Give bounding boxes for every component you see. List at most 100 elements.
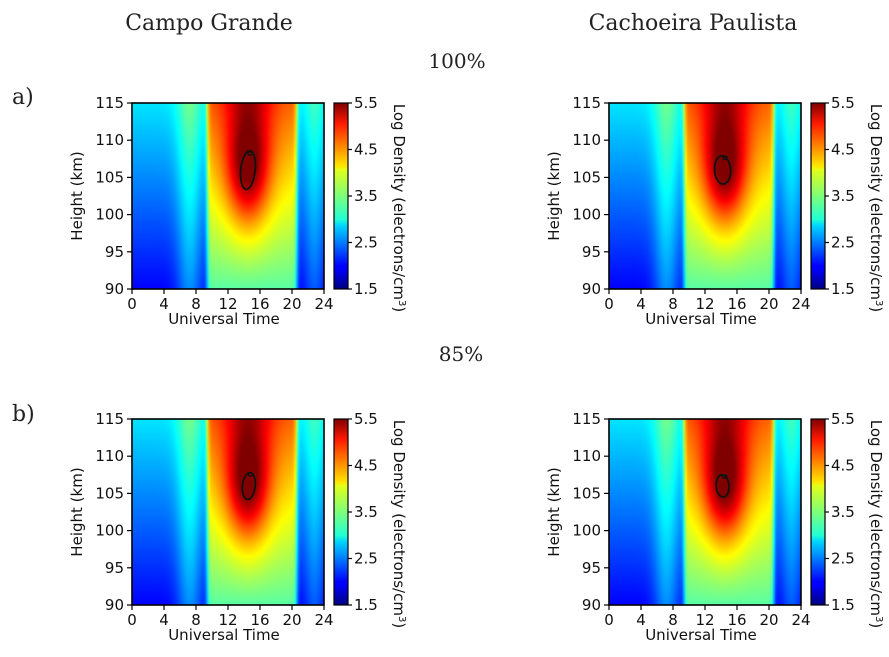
- colorbar-tick-label: 2.5: [831, 234, 855, 252]
- x-tick-label: 4: [159, 611, 169, 629]
- x-tick-label: 0: [604, 295, 614, 313]
- colorbar-tick-label: 5.5: [831, 410, 855, 428]
- colorbar-tick-label: 2.5: [354, 234, 378, 252]
- y-tick-label: 105: [572, 168, 601, 186]
- colorbar-tick-label: 1.5: [354, 596, 378, 614]
- x-tick-label: 16: [250, 295, 269, 313]
- colorbar-tick-label: 2.5: [354, 550, 378, 568]
- colorbar: [333, 418, 349, 606]
- colorbar-tick-label: 4.5: [354, 141, 378, 159]
- colorbar-tick-label: 5.5: [354, 94, 378, 112]
- heatmap-image: [609, 419, 801, 605]
- x-axis-label: Universal Time: [645, 310, 757, 328]
- y-tick-label: 110: [95, 447, 124, 465]
- x-tick-label: 8: [191, 611, 201, 629]
- y-tick-label: 110: [572, 131, 601, 149]
- panel-3: 0 4 8 12 16 20 24 90 95 100 105 110 115 Universal Tim…: [68, 410, 408, 644]
- y-tick-label: 115: [95, 410, 124, 428]
- heatmap-image: [132, 419, 324, 605]
- y-axis-label: Height (km): [545, 151, 563, 240]
- colorbar-tick-label: 3.5: [831, 187, 855, 205]
- x-tick-label: 16: [727, 295, 746, 313]
- colorbar-label: Log Density (electrons/cm3): [390, 104, 408, 312]
- colorbar: [810, 102, 826, 290]
- heatmap-image: [132, 103, 324, 289]
- x-tick-label: 4: [636, 611, 646, 629]
- y-tick-label: 95: [582, 243, 601, 261]
- x-tick-label: 16: [250, 611, 269, 629]
- colorbar: [810, 418, 826, 606]
- y-tick-label: 115: [95, 94, 124, 112]
- contour-small-loop: [722, 155, 728, 161]
- y-tick-label: 115: [572, 410, 601, 428]
- y-axis-label: Height (km): [68, 151, 86, 240]
- colorbar-tick-label: 2.5: [831, 550, 855, 568]
- x-tick-label: 20: [759, 295, 778, 313]
- x-tick-label: 12: [695, 611, 714, 629]
- colorbar-tick-label: 5.5: [831, 94, 855, 112]
- x-tick-label: 12: [695, 295, 714, 313]
- colorbar-tick-label: 5.5: [354, 410, 378, 428]
- y-tick-label: 90: [105, 280, 124, 298]
- y-tick-label: 110: [572, 447, 601, 465]
- x-tick-label: 24: [314, 295, 333, 313]
- row-title-100: 100%: [428, 49, 485, 73]
- colorbar: [333, 102, 349, 290]
- x-tick-label: 4: [636, 295, 646, 313]
- x-tick-label: 0: [604, 611, 614, 629]
- colorbar-tick-label: 1.5: [831, 596, 855, 614]
- column-title-cachoeira-paulista: Cachoeira Paulista: [589, 11, 798, 36]
- contour-small-loop: [721, 474, 728, 479]
- x-tick-label: 20: [282, 295, 301, 313]
- heatmap-image: [609, 103, 801, 289]
- x-tick-label: 4: [159, 295, 169, 313]
- colorbar-tick-label: 4.5: [354, 457, 378, 475]
- contour-line: [239, 149, 257, 191]
- panel-1: 0 4 8 12 16 20 24 90 95 100 105 110 115 Universal Tim…: [68, 94, 408, 328]
- y-axis-label: Height (km): [68, 467, 86, 556]
- x-tick-label: 24: [791, 611, 810, 629]
- y-tick-label: 95: [582, 559, 601, 577]
- colorbar-tick-label: 4.5: [831, 457, 855, 475]
- x-axis-label: Universal Time: [645, 626, 757, 644]
- panel-2: 0 4 8 12 16 20 24 90 95 100 105 110 115 Universal Tim…: [545, 94, 885, 328]
- y-tick-label: 100: [95, 206, 124, 224]
- contour-line: [713, 154, 732, 185]
- y-tick-label: 100: [572, 522, 601, 540]
- x-tick-label: 20: [759, 611, 778, 629]
- y-axis-label: Height (km): [545, 467, 563, 556]
- colorbar-label: Log Density (electrons/cm3): [867, 420, 885, 628]
- colorbar-tick-label: 3.5: [831, 503, 855, 521]
- x-tick-label: 12: [218, 295, 237, 313]
- colorbar-tick-label: 1.5: [354, 280, 378, 298]
- x-tick-label: 12: [218, 611, 237, 629]
- y-tick-label: 90: [105, 596, 124, 614]
- y-tick-label: 90: [582, 280, 601, 298]
- x-tick-label: 24: [791, 295, 810, 313]
- y-tick-label: 95: [105, 559, 124, 577]
- x-tick-label: 16: [727, 611, 746, 629]
- x-tick-label: 0: [127, 295, 137, 313]
- colorbar-label: Log Density (electrons/cm3): [390, 420, 408, 628]
- x-tick-label: 24: [314, 611, 333, 629]
- x-tick-label: 8: [668, 611, 678, 629]
- row-label-a: a): [12, 85, 34, 110]
- x-axis-label: Universal Time: [168, 310, 280, 328]
- y-tick-label: 105: [95, 484, 124, 502]
- colorbar-tick-label: 4.5: [831, 141, 855, 159]
- colorbar-tick-label: 3.5: [354, 503, 378, 521]
- column-title-campo-grande: Campo Grande: [125, 11, 293, 36]
- x-tick-label: 0: [127, 611, 137, 629]
- y-tick-label: 105: [95, 168, 124, 186]
- y-tick-label: 100: [572, 206, 601, 224]
- contour-small-loop: [247, 472, 254, 477]
- contour-line: [715, 473, 730, 499]
- x-tick-label: 8: [668, 295, 678, 313]
- x-tick-label: 8: [191, 295, 201, 313]
- row-title-85: 85%: [439, 342, 483, 366]
- x-axis-label: Universal Time: [168, 626, 280, 644]
- row-label-b: b): [12, 402, 35, 427]
- panel-4: 0 4 8 12 16 20 24 90 95 100 105 110 115 Universal Tim…: [545, 410, 885, 644]
- y-tick-label: 115: [572, 94, 601, 112]
